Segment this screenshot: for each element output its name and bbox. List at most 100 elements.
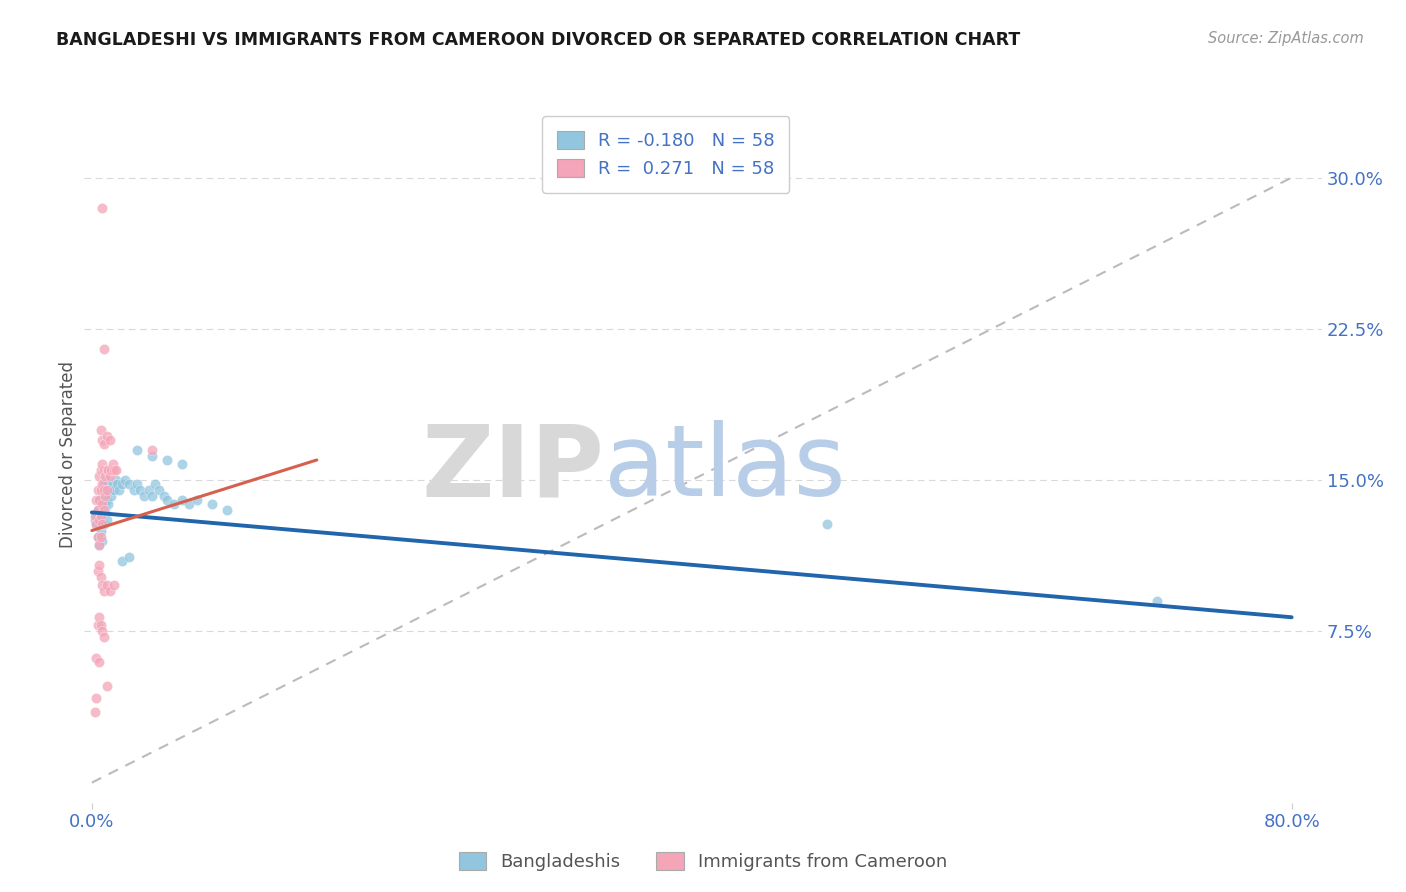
- Point: [141, 442, 163, 457]
- Point: [96, 429, 118, 443]
- Point: [86, 517, 108, 532]
- Point: [94, 469, 117, 483]
- Point: [90, 524, 112, 538]
- Point: [87, 503, 110, 517]
- Point: [89, 493, 111, 508]
- Point: [87, 503, 110, 517]
- Point: [215, 503, 238, 517]
- Point: [163, 497, 186, 511]
- Point: [93, 483, 115, 498]
- Point: [111, 554, 134, 568]
- Point: [138, 483, 160, 498]
- Point: [93, 477, 115, 491]
- Point: [91, 201, 114, 215]
- Point: [93, 342, 115, 356]
- Legend: R = -0.180   N = 58, R =  0.271   N = 58: R = -0.180 N = 58, R = 0.271 N = 58: [543, 116, 789, 193]
- Point: [96, 493, 118, 508]
- Point: [87, 618, 110, 632]
- Point: [96, 513, 118, 527]
- Point: [103, 483, 125, 498]
- Point: [186, 493, 208, 508]
- Point: [87, 483, 110, 498]
- Point: [156, 453, 179, 467]
- Point: [108, 483, 131, 498]
- Point: [94, 489, 117, 503]
- Point: [134, 489, 156, 503]
- Point: [91, 497, 114, 511]
- Point: [90, 483, 112, 498]
- Point: [91, 513, 114, 527]
- Point: [118, 477, 141, 491]
- Point: [96, 483, 118, 498]
- Text: atlas: atlas: [605, 420, 845, 517]
- Legend: Bangladeshis, Immigrants from Cameroon: Bangladeshis, Immigrants from Cameroon: [451, 845, 955, 879]
- Point: [94, 483, 117, 498]
- Point: [86, 517, 108, 532]
- Point: [98, 469, 121, 483]
- Point: [103, 578, 125, 592]
- Point: [201, 497, 224, 511]
- Point: [87, 530, 110, 544]
- Point: [91, 477, 114, 491]
- Point: [87, 564, 110, 578]
- Point: [93, 463, 115, 477]
- Point: [101, 457, 124, 471]
- Point: [101, 477, 124, 491]
- Point: [86, 509, 108, 524]
- Point: [122, 483, 145, 498]
- Point: [91, 624, 114, 639]
- Point: [90, 530, 112, 544]
- Point: [96, 679, 118, 693]
- Point: [91, 578, 114, 592]
- Point: [90, 483, 112, 498]
- Point: [179, 497, 201, 511]
- Point: [98, 483, 121, 498]
- Point: [100, 463, 122, 477]
- Point: [93, 631, 115, 645]
- Point: [141, 449, 163, 463]
- Point: [91, 517, 114, 532]
- Point: [89, 558, 111, 572]
- Point: [90, 423, 112, 437]
- Point: [89, 538, 111, 552]
- Point: [170, 493, 193, 508]
- Point: [97, 463, 120, 477]
- Point: [89, 538, 111, 552]
- Point: [100, 489, 122, 503]
- Text: Source: ZipAtlas.com: Source: ZipAtlas.com: [1208, 31, 1364, 46]
- Point: [89, 610, 111, 624]
- Point: [97, 497, 120, 511]
- Point: [91, 457, 114, 471]
- Point: [96, 473, 118, 487]
- Point: [105, 477, 128, 491]
- Point: [91, 433, 114, 447]
- Point: [86, 493, 108, 508]
- Point: [93, 503, 115, 517]
- Point: [93, 437, 115, 451]
- Point: [98, 433, 121, 447]
- Point: [86, 650, 108, 665]
- Point: [90, 509, 112, 524]
- Point: [815, 517, 838, 532]
- Point: [94, 503, 117, 517]
- Point: [143, 477, 166, 491]
- Point: [89, 655, 111, 669]
- Point: [89, 493, 111, 508]
- Point: [170, 457, 193, 471]
- Point: [104, 473, 127, 487]
- Point: [91, 533, 114, 548]
- Point: [91, 493, 114, 508]
- Text: ZIP: ZIP: [422, 420, 605, 517]
- Point: [103, 463, 125, 477]
- Point: [148, 483, 170, 498]
- Point: [83, 509, 105, 524]
- Point: [141, 489, 163, 503]
- Point: [128, 483, 150, 498]
- Point: [93, 497, 115, 511]
- Point: [97, 477, 120, 491]
- Y-axis label: Divorced or Separated: Divorced or Separated: [59, 361, 77, 549]
- Point: [90, 463, 112, 477]
- Point: [104, 463, 127, 477]
- Point: [96, 578, 118, 592]
- Point: [83, 705, 105, 719]
